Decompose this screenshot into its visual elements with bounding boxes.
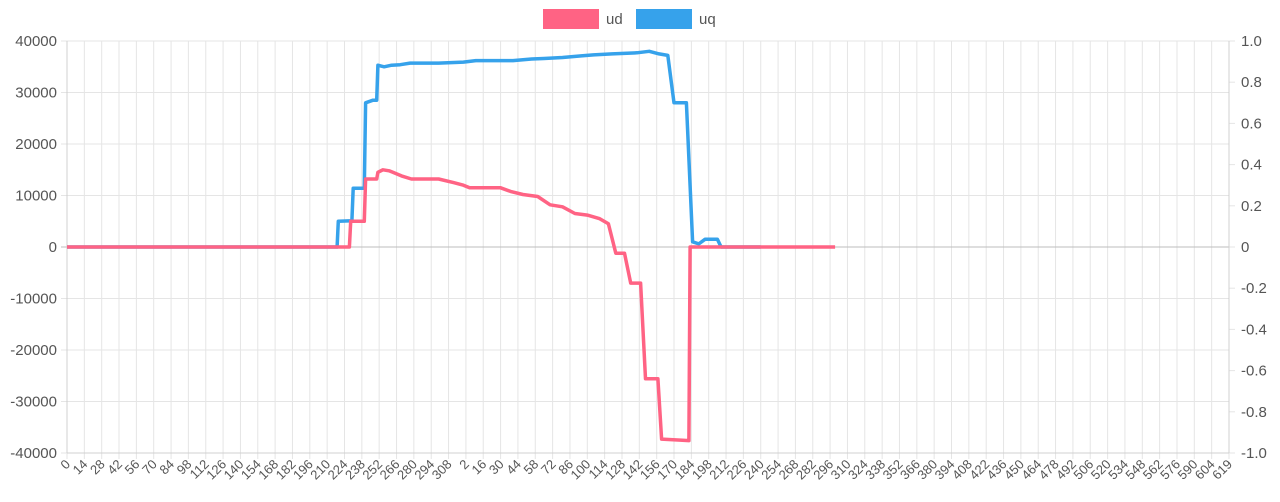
y-right-tick-label: -1.0 xyxy=(1241,445,1267,462)
y-right-tick-label: 0 xyxy=(1241,239,1249,256)
y-left-tick-label: 40000 xyxy=(15,33,57,50)
y-left-tick-label: -10000 xyxy=(10,291,57,308)
y-left-tick-label: 0 xyxy=(49,239,57,256)
y-right-tick-label: 0.8 xyxy=(1241,74,1262,91)
y-right-tick-label: -0.4 xyxy=(1241,321,1267,338)
legend-swatch-ud xyxy=(543,9,599,29)
x-tick-label: 619 xyxy=(1209,457,1235,483)
y-right-tick-label: -0.6 xyxy=(1241,363,1267,380)
series-lines xyxy=(67,49,836,443)
y-right-tick-label: 0.2 xyxy=(1241,198,1262,215)
y-left-tick-label: 10000 xyxy=(15,188,57,205)
y-right-tick-label: -0.8 xyxy=(1241,404,1267,421)
axes: 40000 30000 20000 10000 0 -10000 -20000 -30000 -… xyxy=(10,33,1267,482)
legend-label-uq: uq xyxy=(699,11,716,28)
series-line-ud xyxy=(67,168,836,443)
y-right-tick-label: -0.2 xyxy=(1241,280,1267,297)
y-left-tick-label: 20000 xyxy=(15,136,57,153)
legend-swatch-uq xyxy=(636,9,692,29)
x-tick-label: 308 xyxy=(429,457,455,483)
y-left-tick-label: -20000 xyxy=(10,342,57,359)
y-right-tick-label: 0.4 xyxy=(1241,157,1262,174)
series-line-uq xyxy=(67,49,761,249)
legend: ud uq xyxy=(543,9,716,29)
y-right-tick-label: 0.6 xyxy=(1241,115,1262,132)
legend-label-ud: ud xyxy=(606,11,623,28)
y-right-tick-label: 1.0 xyxy=(1241,33,1262,50)
grid xyxy=(61,40,1235,459)
y-left-tick-label: 30000 xyxy=(15,85,57,102)
y-left-tick-label: -40000 xyxy=(10,445,57,462)
y-left-tick-label: -30000 xyxy=(10,394,57,411)
